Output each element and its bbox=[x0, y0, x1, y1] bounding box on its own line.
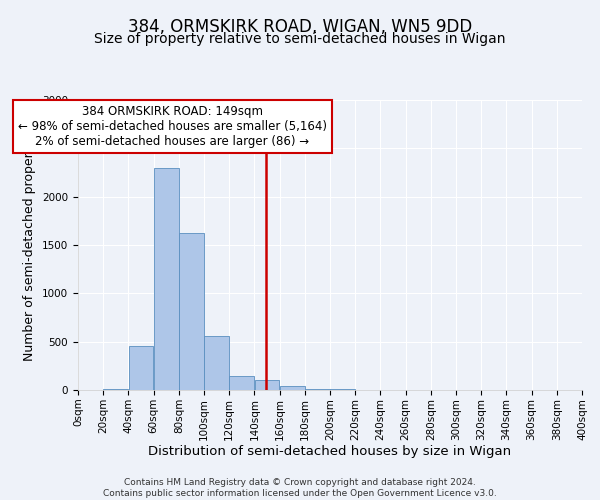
Bar bbox=[179, 234, 204, 390]
X-axis label: Distribution of semi-detached houses by size in Wigan: Distribution of semi-detached houses by … bbox=[148, 445, 512, 458]
Bar bbox=[229, 376, 254, 390]
Bar bbox=[204, 336, 229, 390]
Bar bbox=[280, 386, 305, 390]
Bar bbox=[305, 388, 330, 390]
Text: 384 ORMSKIRK ROAD: 149sqm
← 98% of semi-detached houses are smaller (5,164)
2% o: 384 ORMSKIRK ROAD: 149sqm ← 98% of semi-… bbox=[18, 105, 327, 148]
Text: Contains HM Land Registry data © Crown copyright and database right 2024.
Contai: Contains HM Land Registry data © Crown c… bbox=[103, 478, 497, 498]
Bar bbox=[103, 389, 128, 390]
Text: Size of property relative to semi-detached houses in Wigan: Size of property relative to semi-detach… bbox=[94, 32, 506, 46]
Bar bbox=[254, 380, 280, 390]
Y-axis label: Number of semi-detached properties: Number of semi-detached properties bbox=[23, 130, 37, 360]
Text: 384, ORMSKIRK ROAD, WIGAN, WN5 9DD: 384, ORMSKIRK ROAD, WIGAN, WN5 9DD bbox=[128, 18, 472, 36]
Bar bbox=[128, 346, 154, 390]
Bar bbox=[330, 389, 355, 390]
Bar bbox=[154, 168, 179, 390]
